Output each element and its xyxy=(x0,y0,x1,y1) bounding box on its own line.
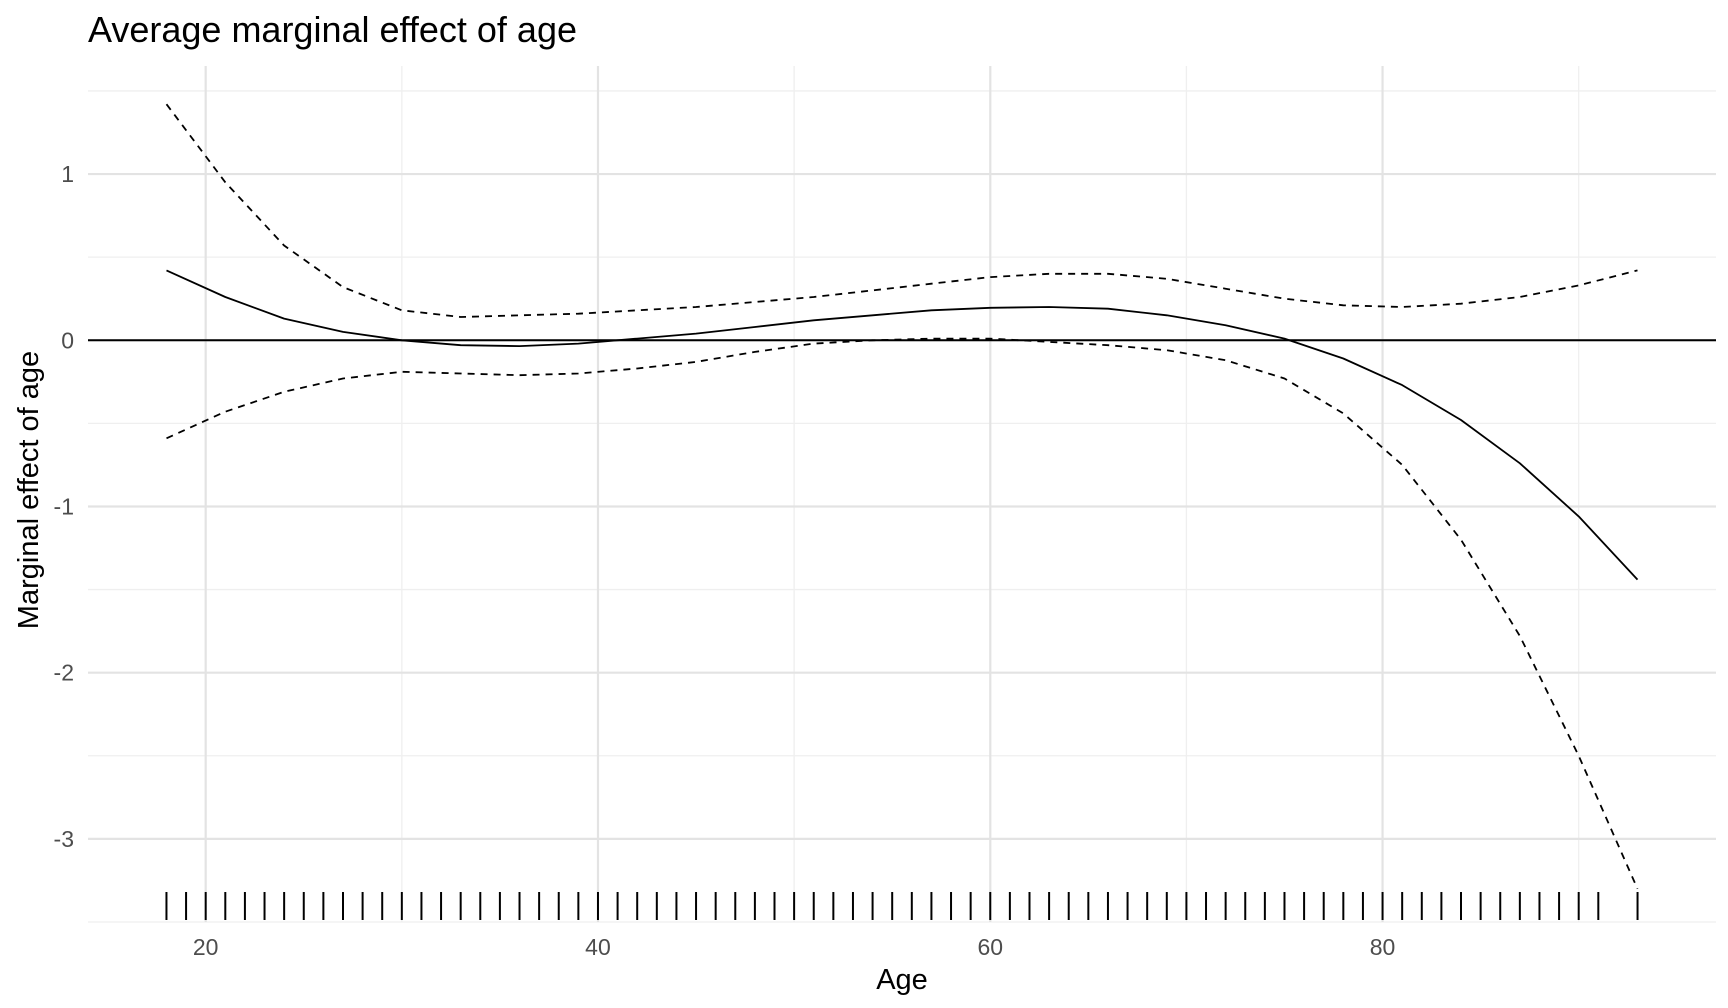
x-tick-label: 80 xyxy=(1370,934,1396,960)
age-rug xyxy=(165,892,1639,921)
y-axis-tick-labels: -3 -2 -1 0 1 xyxy=(54,161,74,852)
y-tick-label: -3 xyxy=(54,826,74,852)
x-axis-label: Age xyxy=(876,964,928,996)
x-axis-tick-labels: 20 40 60 80 xyxy=(193,934,1395,960)
chart-title: Average marginal effect of age xyxy=(88,9,577,50)
y-tick-label: -1 xyxy=(54,493,74,519)
y-axis-label: Marginal effect of age xyxy=(13,351,45,629)
grid-lines xyxy=(88,66,1716,923)
x-tick-label: 60 xyxy=(977,934,1003,960)
marginal-effect-line xyxy=(166,269,1639,581)
series-lines xyxy=(165,103,1639,890)
x-tick-label: 20 xyxy=(193,934,219,960)
y-tick-label: 0 xyxy=(61,327,74,353)
upper-confidence-line xyxy=(165,103,1638,318)
y-tick-label: -2 xyxy=(54,660,74,686)
y-tick-label: 1 xyxy=(61,161,74,187)
x-tick-label: 40 xyxy=(585,934,611,960)
lower-confidence-line xyxy=(166,337,1639,890)
